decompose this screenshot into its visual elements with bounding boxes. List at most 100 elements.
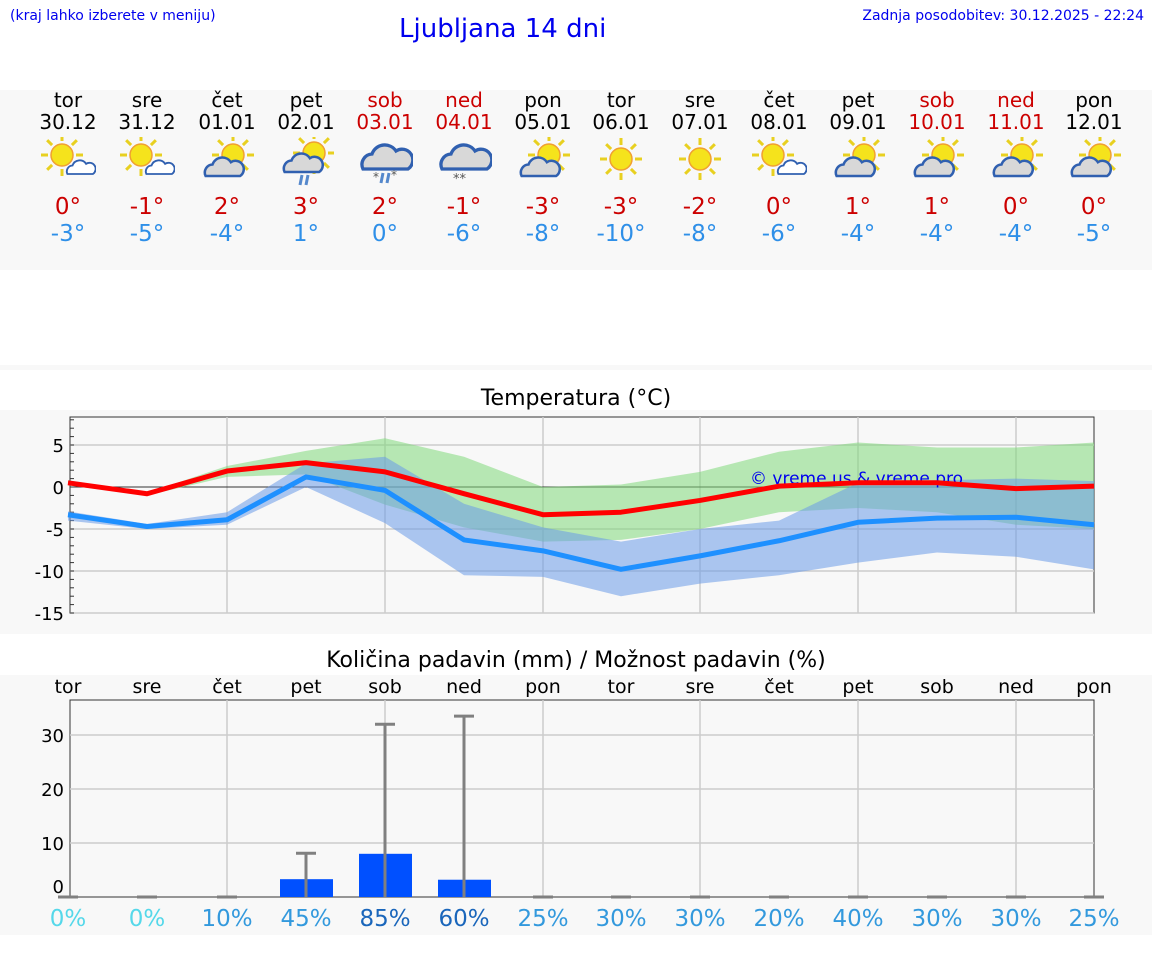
day-name: čet (763, 88, 795, 112)
day-forecast: pet 02.01 3° 1° (261, 89, 351, 247)
sun-cloud-icon (519, 137, 570, 178)
range-band-min-range (68, 456, 1094, 597)
day-label: ned (446, 676, 482, 698)
series-line-min (67, 474, 1095, 572)
day-label: sob (368, 676, 402, 698)
cloud-snow-icon: ** (439, 143, 492, 187)
temp-max: 0° (54, 194, 82, 220)
precip-probability: 25% (1068, 906, 1119, 932)
sun-icon (679, 138, 721, 180)
precip-probability: 40% (832, 906, 883, 932)
temp-min: -10° (596, 221, 646, 247)
sun-small-cloud-icon (41, 137, 96, 176)
day-label: pon (1076, 676, 1112, 698)
day-forecast: tor 06.01 -3° -10° (576, 89, 666, 247)
day-forecast: tor 30.12 0° -3° (23, 89, 113, 247)
day-date: 04.01 (435, 110, 493, 134)
y-tick-label: 30 (41, 726, 64, 747)
temp-min: -6° (446, 221, 482, 247)
sun-small-cloud-icon (752, 137, 807, 176)
sun-cloud-icon (992, 137, 1043, 178)
day-forecast: pon 05.01 -3° -8° (498, 89, 588, 247)
svg-text:*: * (391, 168, 397, 182)
day-forecast: sob 10.01 1° -4° (892, 89, 982, 247)
day-date: 08.01 (750, 110, 808, 134)
temp-max: 2° (213, 194, 241, 220)
forecast-strip-bg (0, 90, 1152, 270)
day-date: 06.01 (592, 110, 650, 134)
temp-min: -5° (1076, 221, 1112, 247)
day-label: pet (290, 676, 321, 698)
svg-text:*: * (373, 170, 379, 184)
day-date: 03.01 (356, 110, 414, 134)
series-line-max (67, 460, 1095, 518)
temp-min: -8° (525, 221, 561, 247)
day-forecast: čet 01.01 2° -4° (182, 89, 272, 247)
precip-probability: 30% (674, 906, 725, 932)
day-forecast: pon 12.01 0° -5° (1049, 89, 1139, 247)
day-date: 07.01 (671, 110, 729, 134)
cloud-sleet-icon: * * (360, 143, 413, 184)
y-tick-label: 0 (53, 478, 64, 499)
day-date: 09.01 (829, 110, 887, 134)
temp-max: -3° (603, 194, 639, 220)
temp-max: 3° (292, 194, 320, 220)
y-tick-label: -5 (46, 520, 64, 541)
day-date: 30.12 (39, 110, 97, 134)
day-name: sob (367, 88, 403, 112)
precip-probability: 20% (753, 906, 804, 932)
precip-probability: 30% (990, 906, 1041, 932)
day-label: čet (212, 676, 242, 698)
day-label: pon (525, 676, 561, 698)
sun-cloud-icon (1070, 137, 1121, 178)
day-date: 05.01 (514, 110, 572, 134)
temp-min: -4° (840, 221, 876, 247)
precip-probability: 10% (201, 906, 252, 932)
precip-plot-area (69, 699, 1095, 898)
day-label: pet (842, 676, 873, 698)
temp-max: 0° (765, 194, 793, 220)
day-forecast: pet 09.01 1° -4° (813, 89, 903, 247)
last-updated: Zadnja posodobitev: 30.12.2025 - 22:24 (862, 8, 1144, 24)
sun-cloud-rain-icon (282, 137, 334, 186)
day-date: 11.01 (987, 110, 1045, 134)
precip-chart-title: Količina padavin (mm) / Možnost padavin … (326, 648, 826, 673)
y-tick-label: -15 (35, 604, 64, 625)
precip-probability: 0% (129, 906, 166, 932)
temp-min: -8° (682, 221, 718, 247)
precip-probability: 45% (280, 906, 331, 932)
day-label: sre (686, 676, 715, 698)
precip-probability: 85% (359, 906, 410, 932)
sun-cloud-icon (913, 137, 964, 178)
day-name: sob (919, 88, 955, 112)
temp-max: -1° (129, 194, 165, 220)
day-forecast: ned 11.01 0° -4° (971, 89, 1061, 247)
temp-max: 0° (1002, 194, 1030, 220)
temp-min: -5° (129, 221, 165, 247)
sun-icon (600, 138, 642, 180)
day-date: 01.01 (198, 110, 256, 134)
temp-min: -4° (998, 221, 1034, 247)
location-hint: (kraj lahko izberete v meniju) (10, 8, 216, 24)
day-forecast: sob 03.01 * * 2° 0° (340, 89, 430, 247)
temp-max: 2° (371, 194, 399, 220)
y-tick-label: 20 (41, 780, 64, 801)
day-label: čet (764, 676, 794, 698)
svg-text:**: ** (453, 172, 467, 187)
temp-max: 1° (923, 194, 951, 220)
temp-min: -4° (209, 221, 245, 247)
day-label: sob (920, 676, 954, 698)
day-name: sre (131, 88, 163, 112)
temp-max: 0° (1080, 194, 1108, 220)
temp-max: -2° (682, 194, 718, 220)
day-forecast: sre 31.12 -1° -5° (102, 89, 192, 247)
y-tick-label: -10 (35, 562, 64, 583)
day-label: tor (55, 676, 82, 698)
precip-probability: 25% (517, 906, 568, 932)
sun-cloud-icon (834, 137, 885, 178)
day-name: pet (841, 88, 875, 112)
y-tick-label: 10 (41, 834, 64, 855)
page-title: Ljubljana 14 dni (399, 14, 607, 44)
precip-probability: 60% (438, 906, 489, 932)
